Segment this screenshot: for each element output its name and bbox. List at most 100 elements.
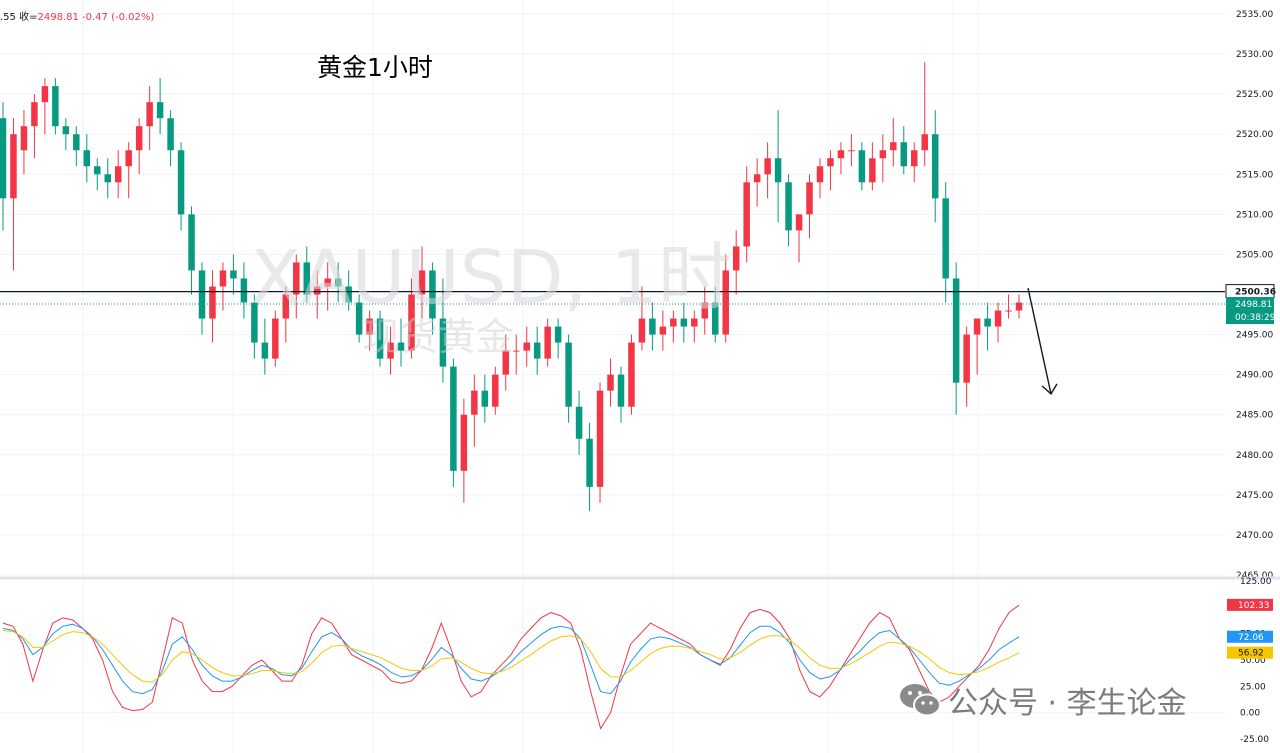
candle-body[interactable] [366, 318, 373, 335]
candle-body[interactable] [471, 390, 478, 415]
candle-body[interactable] [816, 166, 824, 183]
candle-body[interactable] [680, 318, 688, 327]
candle-body[interactable] [848, 150, 855, 152]
candle-body[interactable] [712, 302, 719, 335]
candle-body[interactable] [272, 318, 279, 359]
candle-body[interactable] [607, 374, 614, 391]
candle-body[interactable] [628, 342, 635, 407]
candle-body[interactable] [324, 278, 331, 287]
candle-body[interactable] [890, 142, 897, 151]
candle-body[interactable] [345, 286, 352, 303]
candle-body[interactable] [293, 262, 300, 295]
candle-body[interactable] [251, 302, 258, 343]
candle-body[interactable] [670, 318, 677, 327]
osc-fast-line[interactable] [2, 604, 1020, 730]
candle-body[interactable] [177, 150, 185, 215]
candle-body[interactable] [135, 126, 143, 151]
candle-body[interactable] [198, 270, 206, 319]
candle-body[interactable] [523, 342, 530, 351]
candle-body[interactable] [282, 294, 290, 319]
candle-body[interactable] [31, 102, 38, 127]
candle-body[interactable] [858, 150, 866, 183]
candle-body[interactable] [984, 318, 991, 327]
candle-body[interactable] [911, 150, 918, 167]
down-arrow-drawing[interactable] [1027, 287, 1058, 395]
candle-body[interactable] [418, 270, 426, 295]
candle-body[interactable] [219, 270, 227, 287]
candle-body[interactable] [764, 158, 771, 175]
candle-body[interactable] [492, 374, 499, 407]
candle-body[interactable] [397, 342, 405, 351]
candle-body[interactable] [146, 102, 153, 127]
candle-body[interactable] [83, 150, 91, 167]
candle-body[interactable] [732, 246, 740, 271]
candle-body[interactable] [502, 350, 510, 375]
candle-body[interactable] [41, 86, 49, 103]
candle-body[interactable] [439, 318, 447, 367]
candle-body[interactable] [240, 278, 248, 303]
osc-slow-line[interactable] [2, 630, 1020, 683]
candle-body[interactable] [313, 286, 321, 295]
candle-body[interactable] [261, 342, 269, 359]
candle-body[interactable] [355, 302, 363, 335]
candle-body[interactable] [931, 134, 939, 199]
candle-body[interactable] [879, 150, 887, 159]
candle-body[interactable] [649, 318, 656, 335]
candle-body[interactable] [450, 366, 457, 471]
candle-body[interactable] [125, 150, 132, 167]
candle-body[interactable] [20, 126, 28, 151]
osc-mid-line[interactable] [2, 623, 1020, 695]
candle-body[interactable] [753, 174, 761, 183]
candle-body[interactable] [900, 142, 908, 167]
candle-body[interactable] [638, 318, 646, 343]
candle-body[interactable] [230, 270, 237, 279]
candle-body[interactable] [512, 350, 520, 352]
candle-body[interactable] [743, 182, 750, 247]
candle-body[interactable] [575, 406, 583, 439]
candle-body[interactable] [52, 86, 59, 127]
candle-body[interactable] [774, 158, 782, 183]
candle-body[interactable] [209, 286, 216, 319]
candle-body[interactable] [1015, 302, 1023, 311]
candle-body[interactable] [73, 134, 80, 151]
candle-body[interactable] [659, 326, 667, 335]
candle-body[interactable] [167, 118, 174, 151]
candle-body[interactable] [533, 342, 541, 359]
candle-body[interactable] [387, 342, 394, 359]
candle-body[interactable] [973, 318, 981, 335]
candle-body[interactable] [156, 102, 164, 119]
candle-body[interactable] [62, 126, 70, 135]
candle-body[interactable] [617, 374, 625, 407]
candle-body[interactable] [785, 182, 792, 231]
candle-body[interactable] [334, 278, 342, 287]
candle-body[interactable] [963, 334, 970, 383]
candle-body[interactable] [722, 270, 729, 335]
oscillator-lines[interactable] [2, 604, 1020, 730]
candle-body[interactable] [376, 318, 384, 359]
candle-body[interactable] [869, 158, 876, 183]
candle-body[interactable] [921, 134, 928, 151]
candle-body[interactable] [596, 390, 604, 487]
candle-body[interactable] [806, 182, 813, 215]
candle-body[interactable] [481, 390, 489, 407]
candle-body[interactable] [1005, 310, 1012, 312]
candle-body[interactable] [544, 326, 551, 359]
candle-body[interactable] [303, 262, 310, 295]
candle-body[interactable] [701, 302, 709, 319]
candle-body[interactable] [114, 166, 122, 183]
candle-body[interactable] [104, 174, 111, 183]
candle-body[interactable] [942, 198, 949, 279]
candle-body[interactable] [827, 158, 834, 167]
candle-body[interactable] [429, 270, 436, 319]
candle-body[interactable] [0, 118, 7, 199]
candle-body[interactable] [188, 214, 195, 271]
candle-body[interactable] [795, 214, 803, 231]
candle-body[interactable] [565, 342, 572, 407]
candle-body[interactable] [554, 326, 562, 343]
candle-body[interactable] [586, 438, 593, 487]
candle-body[interactable] [952, 278, 960, 383]
candles[interactable] [0, 62, 1023, 511]
candle-body[interactable] [691, 318, 698, 327]
candle-body[interactable] [460, 414, 468, 471]
candle-body[interactable] [10, 134, 17, 199]
